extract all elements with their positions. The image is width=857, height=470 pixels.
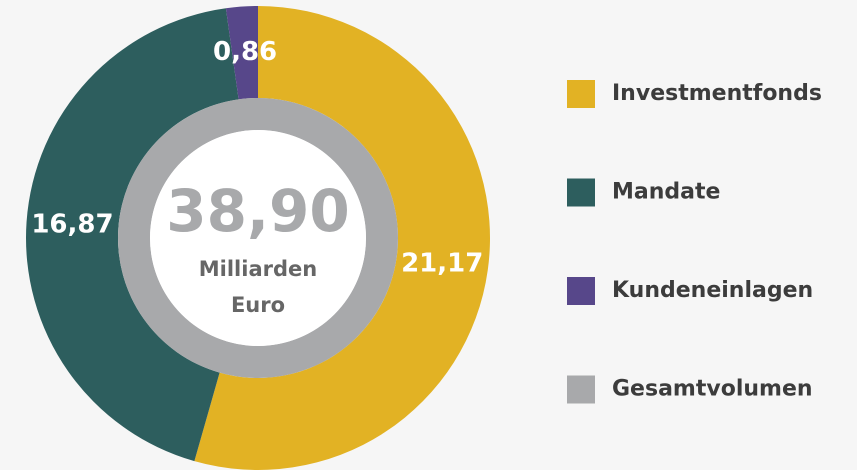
legend-swatch [567,80,595,108]
total-label: 38,90 [166,177,349,245]
legend-label: Kundeneinlagen [612,278,813,303]
legend-label: Mandate [612,180,720,205]
legend-swatch [567,375,595,404]
slice-label: 16,87 [31,210,113,240]
donut-slice [225,6,258,100]
donut-slice [194,6,490,470]
legend-swatch [567,277,595,305]
donut-slice [25,8,239,462]
center-caption: Milliarden [199,257,317,281]
total-ring [118,98,398,378]
legend-label: Investmentfonds [612,81,822,106]
legend-label: Gesamtvolumen [612,377,813,402]
center-caption: Euro [231,293,285,317]
slice-label: 0,86 [213,37,277,67]
center-disc [150,130,366,346]
slice-label: 21,17 [401,248,483,278]
legend-swatch [567,178,595,207]
